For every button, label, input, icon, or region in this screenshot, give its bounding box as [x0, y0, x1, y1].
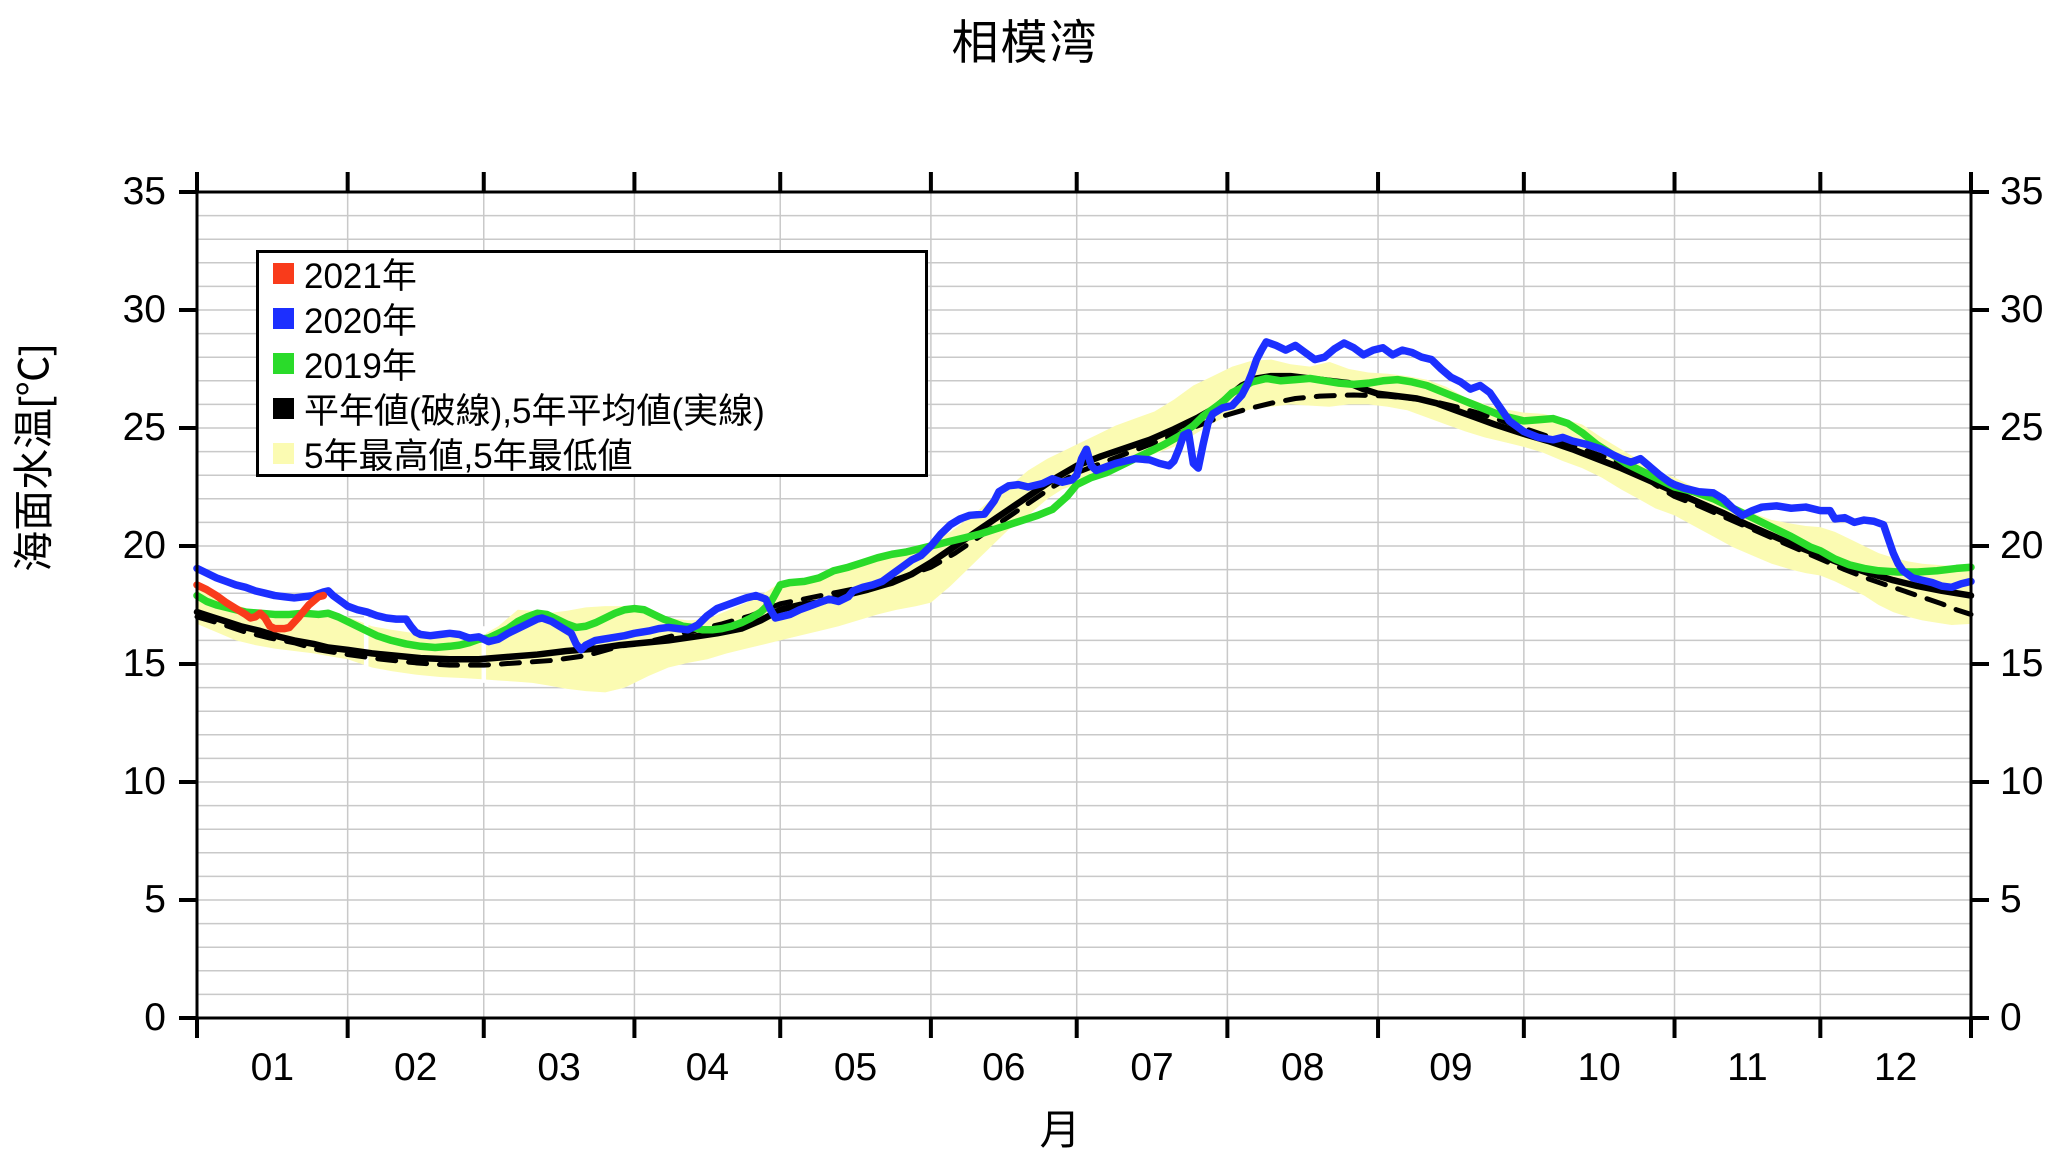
y-tick-label-left: 25 — [122, 406, 166, 449]
legend-box: 2021年 2020年 2019年 平年値(破線),5年平均値(実線) 5年最高… — [256, 250, 928, 477]
legend-swatch-minmax-band — [273, 443, 294, 464]
y-tick-label-right: 15 — [2000, 642, 2044, 685]
band-data-gap — [363, 609, 369, 672]
x-axis-label: 月 — [1039, 1107, 1081, 1153]
y-tick-label-right: 35 — [2000, 170, 2044, 213]
chart-title: 相模湾 — [951, 16, 1099, 69]
legend-swatch-2021 — [273, 263, 294, 284]
x-tick-label-month: 03 — [537, 1046, 581, 1089]
legend-item-minmax-band: 5年最高値,5年最低値 — [273, 431, 925, 476]
line-5- — [193, 372, 1975, 663]
x-tick-label-month: 12 — [1873, 1046, 1918, 1089]
y-tick-label-right: 0 — [2000, 996, 2022, 1039]
y-tick-label-left: 30 — [122, 288, 166, 331]
y-tick-label-left: 10 — [122, 760, 166, 803]
band-data-gap — [481, 626, 487, 683]
y-tick-label-right: 20 — [2000, 524, 2044, 567]
x-tick-label-month: 07 — [1130, 1046, 1174, 1089]
y-tick-label-right: 30 — [2000, 288, 2044, 331]
y-tick-label-right: 10 — [2000, 760, 2044, 803]
legend-swatch-normal-average — [273, 398, 294, 419]
x-tick-label-month: 01 — [250, 1046, 295, 1089]
y-tick-label-left: 15 — [122, 642, 166, 685]
x-tick-label-month: 05 — [833, 1046, 878, 1089]
legend-item-2020: 2020年 — [273, 296, 925, 341]
plot-frame — [195, 190, 1973, 1020]
y-tick-label-left: 35 — [122, 170, 166, 213]
x-tick-label-month: 10 — [1577, 1046, 1621, 1089]
legend-label-minmax-band: 5年最高値,5年最低値 — [304, 437, 633, 476]
legend-label-2019: 2019年 — [304, 347, 417, 386]
legend-item-2021: 2021年 — [273, 251, 925, 296]
x-tick-label-month: 08 — [1281, 1046, 1325, 1089]
legend-swatch-2020 — [273, 308, 294, 329]
x-tick-label-month: 04 — [685, 1046, 730, 1089]
legend-label-normal-average: 平年値(破線),5年平均値(実線) — [304, 392, 765, 431]
legend-label-2020: 2020年 — [304, 302, 417, 341]
y-tick-label-left: 0 — [144, 996, 166, 1039]
band-5yr-min-max — [197, 359, 1971, 693]
legend-item-normal-average: 平年値(破線),5年平均値(実線) — [273, 386, 925, 431]
y-tick-label-left: 20 — [122, 524, 166, 567]
y-tick-label-right: 25 — [2000, 406, 2044, 449]
x-tick-label-month: 02 — [394, 1046, 438, 1089]
legend-label-2021: 2021年 — [304, 257, 417, 296]
line-2020- — [193, 338, 1975, 654]
line-2021- — [193, 581, 328, 633]
x-tick-label-month: 06 — [982, 1046, 1026, 1089]
legend-item-2019: 2019年 — [273, 341, 925, 386]
x-tick-label-month: 09 — [1429, 1046, 1473, 1089]
x-tick-label-month: 11 — [1727, 1046, 1768, 1089]
y-tick-label-left: 5 — [144, 878, 166, 921]
y-tick-label-right: 5 — [2000, 878, 2022, 921]
legend-swatch-2019 — [273, 353, 294, 374]
